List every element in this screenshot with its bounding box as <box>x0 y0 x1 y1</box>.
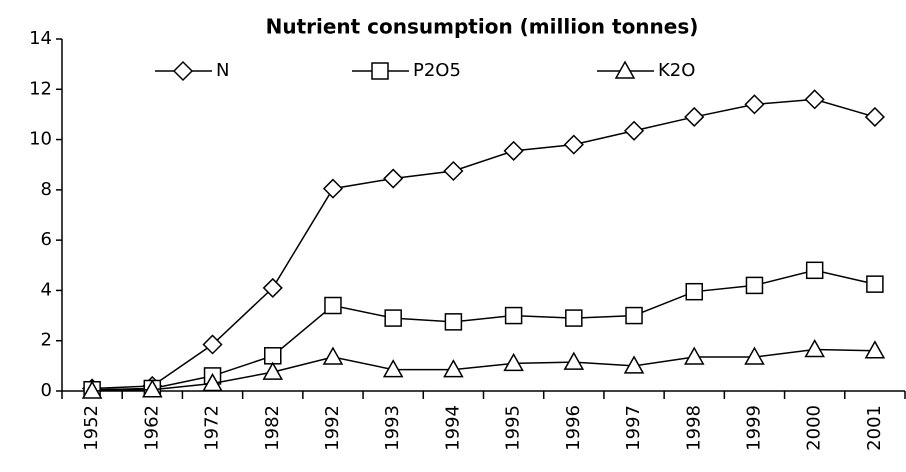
x-tick-label: 1982 <box>262 405 283 451</box>
marker <box>443 359 464 378</box>
marker <box>202 372 223 392</box>
marker <box>864 340 886 359</box>
marker <box>262 361 284 380</box>
legend-marker <box>371 62 389 80</box>
x-tick-label: 1952 <box>81 405 102 451</box>
marker <box>866 275 884 293</box>
series-line <box>92 98 876 390</box>
x-tick-label: 1996 <box>563 405 584 451</box>
y-tick-label: 0 <box>41 380 52 401</box>
series-line <box>92 348 875 392</box>
legend-label: K2O <box>658 60 695 81</box>
marker <box>563 134 584 155</box>
x-tick-label: 1994 <box>442 405 463 451</box>
x-tick-label: 1995 <box>503 405 524 451</box>
marker <box>503 140 524 161</box>
marker <box>382 359 404 378</box>
marker <box>262 277 283 298</box>
marker <box>443 160 464 182</box>
marker <box>685 282 703 301</box>
marker <box>322 178 344 199</box>
x-tick-label: 1999 <box>743 405 764 451</box>
y-tick-label: 2 <box>41 330 52 351</box>
y-tick-label: 4 <box>41 279 52 300</box>
x-tick-label: 1992 <box>322 405 343 451</box>
marker <box>864 106 885 128</box>
series-line <box>92 269 876 391</box>
marker <box>563 351 585 370</box>
marker <box>744 94 765 115</box>
marker <box>503 352 524 372</box>
y-tick-label: 8 <box>41 179 52 200</box>
x-tick-label: 1997 <box>623 405 644 451</box>
marker <box>623 120 645 141</box>
x-tick-label: 1972 <box>202 405 223 451</box>
marker <box>383 168 404 189</box>
y-tick-label: 12 <box>29 78 52 99</box>
legend-label: N <box>216 60 229 81</box>
x-tick-label: 2001 <box>864 405 885 451</box>
marker <box>324 296 342 315</box>
x-tick-label: 2000 <box>804 405 825 451</box>
marker <box>625 306 643 325</box>
legend-marker <box>614 60 636 79</box>
marker <box>504 306 523 325</box>
x-tick-label: 1962 <box>141 405 162 451</box>
marker <box>81 380 103 399</box>
marker <box>804 89 825 110</box>
marker <box>804 338 825 358</box>
x-tick-label: 1993 <box>382 405 403 451</box>
marker <box>202 334 223 355</box>
marker <box>142 379 163 398</box>
marker <box>565 309 583 327</box>
marker <box>744 346 765 365</box>
marker <box>444 313 463 331</box>
x-tick-label: 1998 <box>683 405 704 451</box>
y-tick-label: 14 <box>29 28 52 49</box>
legend-marker <box>172 60 194 82</box>
marker <box>623 355 645 374</box>
chart-title: Nutrient consumption (million tonnes) <box>266 15 699 39</box>
marker <box>745 276 764 295</box>
legend-label: P2O5 <box>413 60 461 81</box>
marker <box>805 261 824 280</box>
y-tick-label: 6 <box>41 229 52 250</box>
marker <box>384 309 402 327</box>
y-tick-label: 10 <box>29 129 52 150</box>
marker <box>322 346 344 365</box>
marker <box>684 106 705 128</box>
marker <box>264 347 282 365</box>
marker <box>683 346 705 365</box>
